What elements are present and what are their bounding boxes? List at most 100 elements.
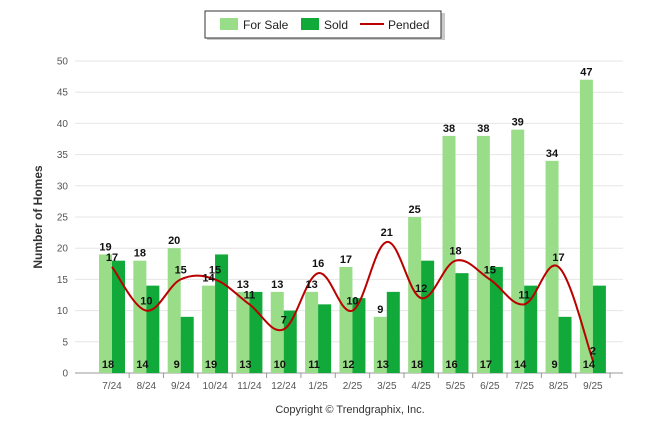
data-label-sold: 18 bbox=[411, 359, 423, 371]
bar-for-sale bbox=[202, 285, 216, 373]
legend-box bbox=[204, 10, 442, 39]
data-label-for-sale: 39 bbox=[512, 117, 524, 129]
data-label-pended: 10 bbox=[346, 296, 358, 308]
bar-for-sale bbox=[442, 135, 456, 373]
bar-sold bbox=[386, 291, 400, 373]
x-tick-label: 4/25 bbox=[411, 381, 431, 392]
data-label-sold: 12 bbox=[342, 359, 354, 371]
y-tick-label: 5 bbox=[62, 337, 68, 348]
data-label-pended: 2 bbox=[590, 346, 596, 358]
data-label-sold: 13 bbox=[239, 359, 251, 371]
x-tick-label: 7/24 bbox=[102, 381, 122, 392]
legend-label-sold: Sold bbox=[324, 18, 348, 32]
y-tick-label: 0 bbox=[62, 369, 68, 380]
x-tick-label: 6/25 bbox=[480, 381, 500, 392]
data-label-pended: 17 bbox=[106, 252, 118, 264]
bar-sold bbox=[249, 291, 263, 373]
bar-sold bbox=[455, 273, 469, 373]
y-tick-label: 25 bbox=[57, 213, 69, 224]
bar-for-sale bbox=[99, 254, 112, 373]
data-labels: 1918181420914191313131013111712913251838… bbox=[99, 67, 596, 371]
x-tick-label: 1/25 bbox=[308, 381, 328, 392]
data-label-for-sale: 19 bbox=[99, 241, 111, 253]
bar-for-sale bbox=[408, 217, 422, 373]
data-label-for-sale: 13 bbox=[237, 279, 249, 291]
data-label-for-sale: 47 bbox=[580, 67, 592, 79]
bars bbox=[99, 79, 606, 373]
pended-series-line bbox=[111, 240, 594, 361]
legend-swatch-for-sale bbox=[220, 18, 238, 30]
x-tick-label: 12/24 bbox=[271, 381, 296, 392]
bar-sold bbox=[558, 316, 572, 373]
bar-sold bbox=[180, 316, 194, 373]
legend-swatch-sold bbox=[301, 18, 319, 30]
data-label-for-sale: 34 bbox=[546, 148, 559, 160]
data-label-for-sale: 38 bbox=[443, 123, 455, 135]
x-tick-label: 8/24 bbox=[137, 381, 157, 392]
data-label-sold: 19 bbox=[205, 359, 217, 371]
y-tick-label: 20 bbox=[57, 244, 69, 255]
data-label-pended: 10 bbox=[140, 296, 152, 308]
bar-sold bbox=[592, 285, 606, 373]
data-label-pended: 15 bbox=[484, 264, 496, 276]
x-axis-ticks: 7/24 8/24 9/24 10/24 11/24 12/24 1/25 2/25 3/25 4… bbox=[102, 373, 611, 392]
data-label-sold: 14 bbox=[136, 359, 149, 371]
bar-for-sale bbox=[133, 260, 147, 373]
bar-sold bbox=[489, 266, 503, 373]
bar-for-sale bbox=[373, 316, 387, 373]
bar-for-sale bbox=[167, 248, 181, 373]
data-label-for-sale: 9 bbox=[377, 304, 383, 316]
x-tick-label: 9/25 bbox=[583, 381, 603, 392]
data-label-for-sale: 13 bbox=[271, 279, 283, 291]
y-tick-label: 50 bbox=[57, 57, 69, 68]
x-tick-label: 5/25 bbox=[446, 381, 466, 392]
bar-sold bbox=[352, 298, 366, 373]
bar-sold bbox=[318, 304, 332, 373]
bar-sold bbox=[112, 260, 125, 373]
bar-sold bbox=[524, 285, 538, 373]
data-label-sold: 9 bbox=[174, 359, 180, 371]
x-tick-label: 8/25 bbox=[549, 381, 569, 392]
data-label-pended: 21 bbox=[381, 227, 393, 239]
data-label-for-sale: 20 bbox=[168, 235, 180, 247]
bar-sold bbox=[421, 260, 435, 373]
data-label-pended: 11 bbox=[518, 289, 530, 301]
data-label-pended: 15 bbox=[175, 264, 187, 276]
data-label-for-sale: 38 bbox=[477, 123, 489, 135]
data-label-pended: 15 bbox=[209, 264, 221, 276]
x-tick-label: 3/25 bbox=[377, 381, 397, 392]
bar-for-sale bbox=[270, 291, 284, 373]
data-label-pended: 17 bbox=[552, 252, 564, 264]
data-label-for-sale: 18 bbox=[134, 248, 146, 260]
pended-line bbox=[111, 240, 594, 361]
bar-for-sale bbox=[579, 79, 593, 373]
x-tick-label: 2/25 bbox=[343, 381, 363, 392]
data-label-sold: 17 bbox=[480, 359, 492, 371]
data-label-for-sale: 25 bbox=[409, 204, 421, 216]
y-tick-label: 45 bbox=[57, 88, 69, 99]
data-label-sold: 14 bbox=[514, 359, 527, 371]
y-tick-label: 30 bbox=[57, 181, 69, 192]
data-label-pended: 18 bbox=[449, 246, 461, 258]
x-tick-label: 10/24 bbox=[203, 381, 228, 392]
data-label-for-sale: 17 bbox=[340, 254, 352, 266]
y-tick-label: 10 bbox=[57, 306, 69, 317]
data-label-sold: 14 bbox=[583, 359, 596, 371]
data-label-sold: 9 bbox=[551, 359, 557, 371]
data-label-for-sale: 14 bbox=[202, 273, 215, 285]
y-tick-label: 15 bbox=[57, 275, 69, 286]
bar-for-sale bbox=[511, 129, 525, 373]
y-tick-label: 35 bbox=[57, 150, 69, 161]
legend-label-pended: Pended bbox=[388, 18, 429, 32]
bar-for-sale bbox=[476, 135, 490, 373]
legend-label-for-sale: For Sale bbox=[243, 18, 289, 32]
x-tick-label: 9/24 bbox=[171, 381, 191, 392]
data-label-pended: 12 bbox=[415, 283, 427, 295]
bar-for-sale bbox=[305, 291, 319, 373]
data-label-sold: 11 bbox=[308, 359, 320, 371]
y-axis-ticks: 0 5 10 15 20 25 30 35 40 45 50 bbox=[57, 57, 69, 380]
data-label-pended: 16 bbox=[312, 258, 324, 270]
data-label-sold: 13 bbox=[377, 359, 389, 371]
